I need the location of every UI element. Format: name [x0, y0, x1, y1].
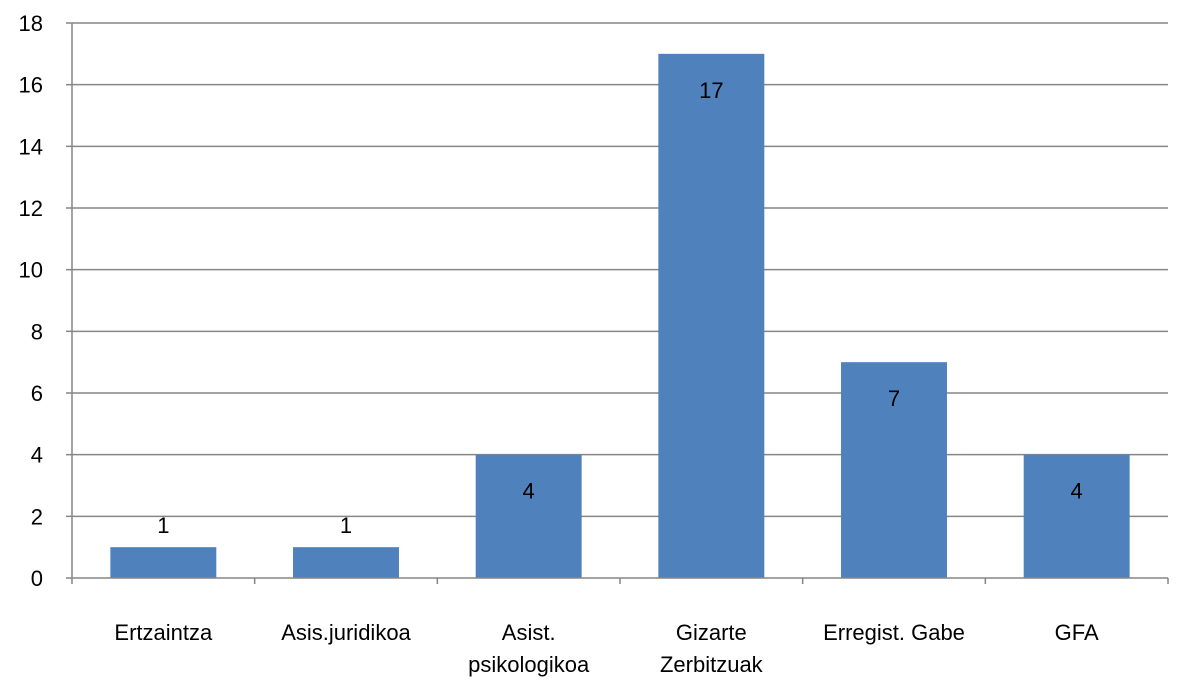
y-tick-label: 0	[31, 566, 43, 591]
y-tick-label: 6	[31, 381, 43, 406]
data-label: 1	[157, 513, 169, 538]
y-tick-label: 16	[19, 73, 43, 98]
x-category-label: Asis.juridikoa	[281, 620, 411, 645]
gridlines	[72, 22, 1168, 518]
y-tick-label: 4	[31, 443, 43, 468]
labels: 0 2 4 6 8 10 12 14 16 18 1 Ertzaintza 1 Asis.juridiko…	[19, 11, 1099, 677]
y-tick-label: 14	[19, 134, 43, 159]
x-category-label: Ertzaintza	[114, 620, 213, 645]
x-category-label: Erregist. Gabe	[823, 620, 965, 645]
y-tick-label: 12	[19, 196, 43, 221]
bar	[293, 547, 399, 578]
x-category-label: Gizarte	[676, 620, 747, 645]
axes	[66, 22, 1169, 584]
x-category-label: GFA	[1055, 620, 1099, 645]
bar	[1023, 454, 1130, 578]
y-tick-label: 8	[31, 319, 43, 344]
bar	[658, 53, 765, 579]
data-label: 1	[340, 513, 352, 538]
bar	[110, 547, 217, 578]
x-category-label: Zerbitzuak	[660, 652, 764, 677]
y-tick-label: 18	[19, 11, 43, 36]
y-tick-label: 2	[31, 504, 43, 529]
x-category-label: psikologikoa	[468, 652, 590, 677]
bar	[475, 454, 582, 578]
bars	[110, 53, 1130, 579]
data-label: 7	[888, 386, 900, 411]
data-label: 4	[1071, 479, 1083, 504]
bar	[841, 362, 947, 578]
data-label: 17	[699, 78, 723, 103]
data-label: 4	[523, 479, 535, 504]
x-category-label: Asist.	[502, 620, 556, 645]
y-tick-label: 10	[19, 258, 43, 283]
